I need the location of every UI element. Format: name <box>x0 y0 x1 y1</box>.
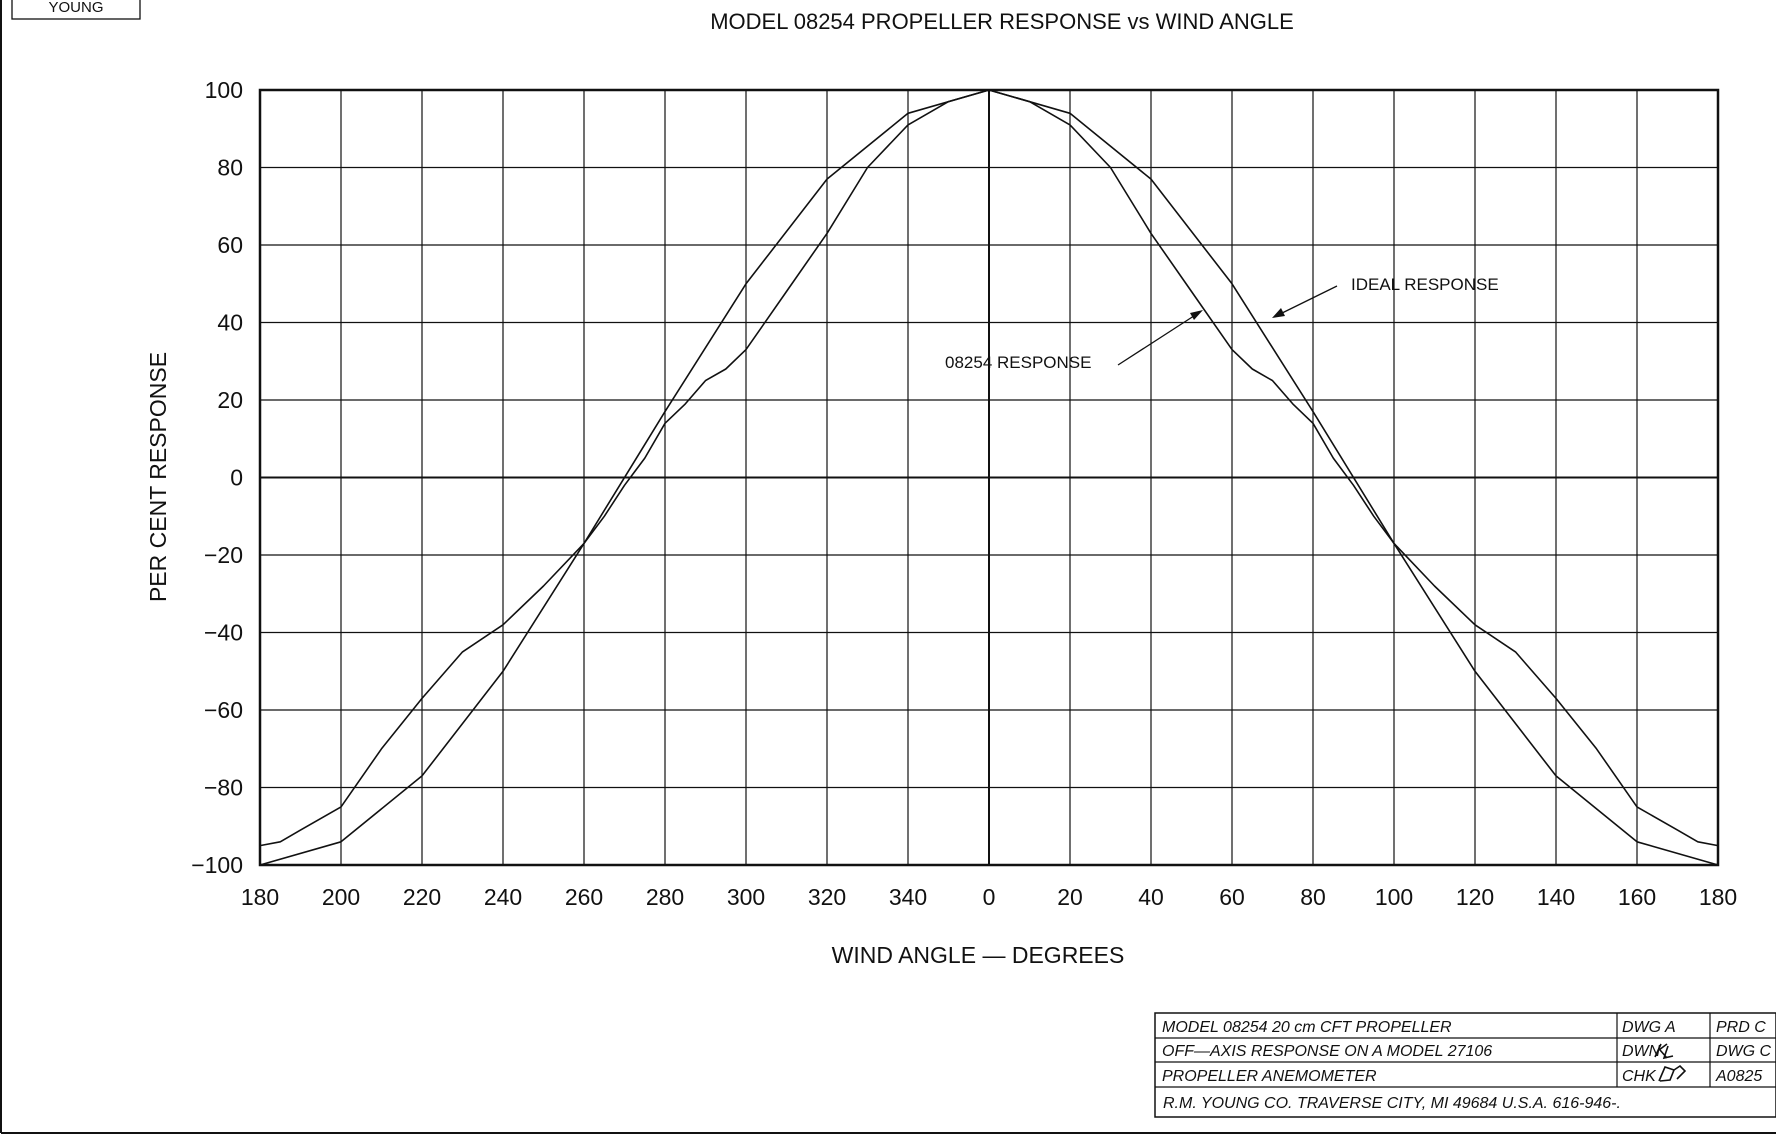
x-tick-label: 40 <box>1138 884 1164 910</box>
y-tick-label: 80 <box>217 155 243 181</box>
y-tick-label: 100 <box>205 77 243 103</box>
annotation-08254-response: 08254 RESPONSE <box>945 310 1203 372</box>
x-tick-label: 160 <box>1618 884 1656 910</box>
title-block-row3-c2: A0825 <box>1715 1068 1762 1085</box>
series-layer <box>259 89 1719 866</box>
grid-horizontal <box>260 166 1718 789</box>
company-logo: YOUNG <box>11 0 141 20</box>
title-block: MODEL 08254 20 cm CFT PROPELLER DWG A PR… <box>1154 1012 1776 1118</box>
title-block-row2-c2: DWG C <box>1716 1043 1772 1060</box>
y-tick-label: −20 <box>204 542 243 568</box>
series-line-measured <box>259 89 1719 847</box>
annotation-ideal-leader <box>1273 285 1338 318</box>
title-block-row1-c1: DWG A <box>1622 1019 1676 1036</box>
y-tick-label: 0 <box>230 465 243 491</box>
x-axis-label: WIND ANGLE — DEGREES <box>832 942 1125 968</box>
x-tick-label: 300 <box>727 884 765 910</box>
y-tick-label: −40 <box>204 620 243 646</box>
x-tick-label: 260 <box>565 884 603 910</box>
title-block-row3-desc: PROPELLER ANEMOMETER <box>1162 1068 1377 1085</box>
x-tick-label: 20 <box>1057 884 1083 910</box>
annotation-ideal-label: IDEAL RESPONSE <box>1351 275 1499 294</box>
x-tick-label: 120 <box>1456 884 1494 910</box>
chart-title: MODEL 08254 PROPELLER RESPONSE vs WIND A… <box>710 9 1294 34</box>
title-block-frame <box>1154 1012 1776 1118</box>
annotation-08254-label: 08254 RESPONSE <box>945 353 1091 372</box>
x-tick-label: 200 <box>322 884 360 910</box>
x-tick-label: 220 <box>403 884 441 910</box>
annotation-08254-arrowhead <box>1190 310 1203 320</box>
y-tick-label: −60 <box>204 697 243 723</box>
y-tick-label: 40 <box>217 310 243 336</box>
annotation-ideal-response: IDEAL RESPONSE <box>1272 275 1499 318</box>
y-axis-label: PER CENT RESPONSE <box>145 352 171 602</box>
x-tick-label: 320 <box>808 884 846 910</box>
y-tick-label: 20 <box>217 387 243 413</box>
x-tick-label: 0 <box>983 884 996 910</box>
plot-area <box>258 88 1720 867</box>
annotation-ideal-arrowhead <box>1272 308 1285 318</box>
x-tick-labels: 180 200 220 240 260 280 300 320 340 0 20 40 60 80 100 1… <box>241 884 1737 910</box>
x-tick-label: 60 <box>1219 884 1245 910</box>
title-block-row2-c1: DWN <box>1622 1043 1661 1060</box>
x-tick-label: 240 <box>484 884 522 910</box>
y-tick-label: 60 <box>217 232 243 258</box>
title-block-row1-c2: PRD C <box>1716 1019 1766 1036</box>
annotation-08254-leader <box>1117 311 1201 366</box>
y-tick-label: −80 <box>204 775 243 801</box>
title-block-row3-c1: CHK <box>1622 1068 1657 1085</box>
x-tick-label: 100 <box>1375 884 1413 910</box>
logo-text: YOUNG <box>48 0 103 16</box>
title-block-row1-desc: MODEL 08254 20 cm CFT PROPELLER <box>1162 1019 1452 1036</box>
x-tick-label: 140 <box>1537 884 1575 910</box>
y-tick-labels: 100 80 60 40 20 0 −20 −40 −60 −80 −100 <box>191 77 243 878</box>
x-tick-label: 180 <box>241 884 279 910</box>
checked-by-initials-signature <box>1658 1064 1687 1082</box>
drawn-by-initials-signature <box>1654 1043 1674 1060</box>
y-tick-label: −100 <box>191 852 243 878</box>
title-block-footer: R.M. YOUNG CO. TRAVERSE CITY, MI 49684 U… <box>1163 1095 1621 1112</box>
x-tick-label: 340 <box>889 884 927 910</box>
x-tick-label: 80 <box>1300 884 1326 910</box>
x-tick-label: 180 <box>1699 884 1737 910</box>
x-tick-label: 280 <box>646 884 684 910</box>
title-block-row2-desc: OFF—AXIS RESPONSE ON A MODEL 27106 <box>1162 1043 1492 1060</box>
